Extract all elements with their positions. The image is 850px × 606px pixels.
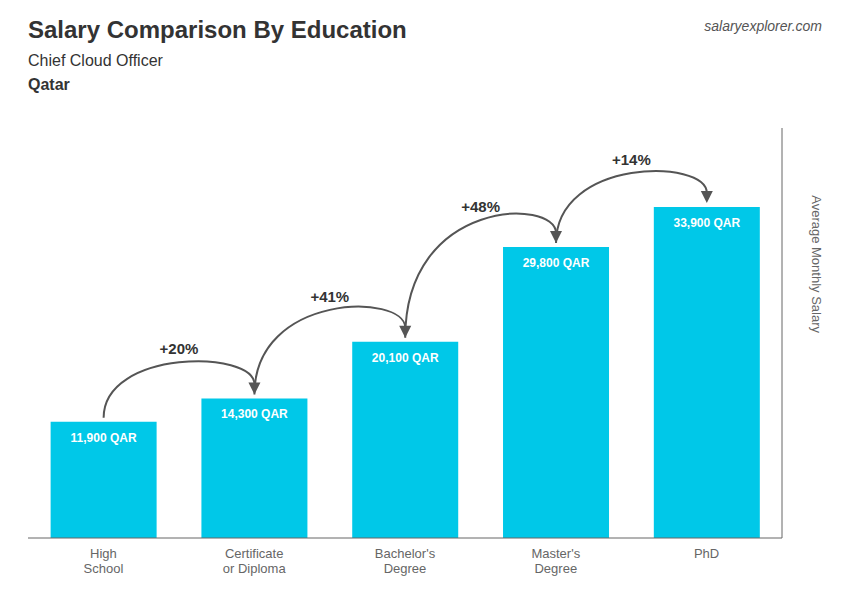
svg-text:29,800 QAR: 29,800 QAR <box>523 256 590 270</box>
svg-text:20,100 QAR: 20,100 QAR <box>372 351 439 365</box>
svg-text:Average Monthly Salary: Average Monthly Salary <box>809 195 824 333</box>
svg-text:+20%: +20% <box>160 340 199 357</box>
svg-text:14,300 QAR: 14,300 QAR <box>221 407 288 421</box>
svg-text:+41%: +41% <box>310 288 349 305</box>
svg-text:33,900 QAR: 33,900 QAR <box>673 216 740 230</box>
html-text:Qatar: Qatar <box>28 76 70 93</box>
html-text:Chief Cloud Officer: Chief Cloud Officer <box>28 52 163 69</box>
svg-text:Certificateor Diploma: Certificateor Diploma <box>223 546 287 577</box>
html-text:Salary Comparison By Education: Salary Comparison By Education <box>28 16 407 43</box>
svg-text:HighSchool: HighSchool <box>84 546 124 577</box>
svg-text:Bachelor'sDegree: Bachelor'sDegree <box>375 546 436 577</box>
svg-text:PhD: PhD <box>694 546 719 561</box>
svg-text:Master'sDegree: Master'sDegree <box>531 546 580 577</box>
svg-text:+48%: +48% <box>461 198 500 215</box>
svg-text:+14%: +14% <box>612 151 651 168</box>
svg-text:11,900 QAR: 11,900 QAR <box>71 431 137 445</box>
html-text:salaryexplorer.com: salaryexplorer.com <box>704 18 822 34</box>
